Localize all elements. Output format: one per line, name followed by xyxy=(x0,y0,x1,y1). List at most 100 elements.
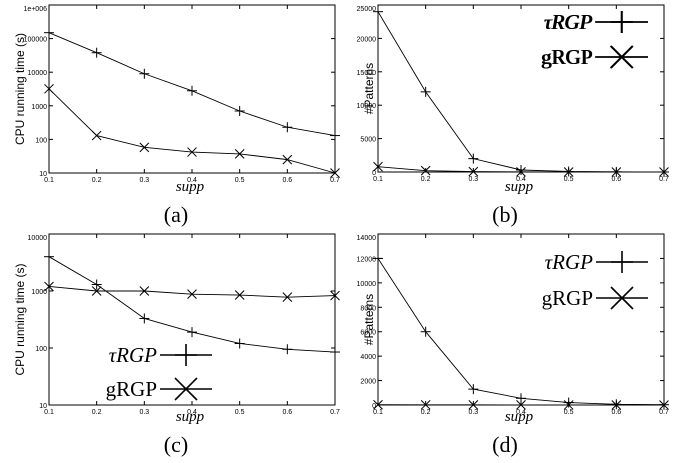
x-tick-label: 0.2 xyxy=(421,176,431,183)
y-tick-label: 100 xyxy=(35,137,47,144)
y-tick-label: 10000 xyxy=(28,235,48,242)
y-tick-label: 2000 xyxy=(360,379,376,386)
x-tick-label: 0.3 xyxy=(139,177,149,184)
y-tick-label: 10 xyxy=(39,171,47,178)
cross-marker-d2 xyxy=(420,165,431,176)
x-tick-label: 0.1 xyxy=(373,176,383,183)
plot-frame xyxy=(48,233,336,406)
x-tick-label: 0.4 xyxy=(516,176,526,183)
legend-label: gRGP xyxy=(541,45,592,69)
chart-panel-b: 0.1 0.2 0.3 0.4 0.5 0.6 0.7 0 5000 10000 15000 2000… xyxy=(357,4,669,227)
cross-marker-d2 xyxy=(373,161,383,172)
cross-marker-d2 xyxy=(91,286,102,296)
panel-caption: (c) xyxy=(164,432,188,457)
cross-marker-d2 xyxy=(139,286,150,296)
x-axis-label: supp xyxy=(505,409,534,425)
series-line-grgp xyxy=(48,286,336,298)
y-tick-label: 8000 xyxy=(360,305,376,312)
cross-marker-d2 xyxy=(282,292,293,303)
cross-marker-d2 xyxy=(44,281,54,292)
legend-label: τRGP xyxy=(544,10,593,34)
legend-label: gRGP xyxy=(106,377,157,401)
y-axis-label: #Patterns xyxy=(362,63,376,114)
x-tick-label: 0.6 xyxy=(611,176,621,183)
x-axis-label: supp xyxy=(176,179,205,195)
x-tick-label: 0.6 xyxy=(282,409,292,416)
x-tick-label: 0.7 xyxy=(659,409,669,416)
cross-marker-d2 xyxy=(234,290,245,300)
legend-label: gRGP xyxy=(542,45,593,69)
cross-marker-d2 xyxy=(282,154,293,165)
x-tick-label: 0.2 xyxy=(92,409,102,416)
y-tick-label: 15000 xyxy=(357,70,377,77)
plot-frame xyxy=(377,233,665,406)
cross-marker-d2 xyxy=(187,289,197,300)
chart-panel-d: 0.1 0.2 0.3 0.4 0.5 0.6 0.7 0 2000 4000 6000 8000 10… xyxy=(357,233,669,457)
chart-panel-c: 0.1 0.2 0.3 0.4 0.5 0.6 0.7 10 100 1000 10000 CPU r… xyxy=(13,233,340,457)
cross-marker-d2 xyxy=(516,400,526,410)
series-line-trgp xyxy=(48,32,336,137)
cross-marker-d2 xyxy=(373,399,383,410)
x-tick-label: 0.1 xyxy=(373,409,383,416)
cross-marker-d2 xyxy=(420,399,431,410)
cross-marker-d2 xyxy=(91,130,102,141)
y-axis-label: CPU running time (s) xyxy=(13,263,27,375)
x-tick-label: 0.2 xyxy=(421,409,431,416)
y-axis-label: #Patterns xyxy=(362,294,376,345)
y-tick-label: 10000 xyxy=(357,103,377,110)
x-tick-label: 0.7 xyxy=(659,176,669,183)
cross-marker-d2 xyxy=(563,167,574,177)
x-tick-label: 0.2 xyxy=(92,177,102,184)
legend-label: τRGP xyxy=(109,343,158,367)
y-tick-label: 5000 xyxy=(360,137,376,144)
legend-cross-marker-d2 xyxy=(610,286,634,310)
x-tick-label: 0.6 xyxy=(282,177,292,184)
x-tick-label: 0.5 xyxy=(235,177,245,184)
legend-cross-marker-d2 xyxy=(609,45,634,69)
x-tick-label: 0.3 xyxy=(139,409,149,416)
series-line-grgp xyxy=(48,88,336,174)
x-tick-label: 0.1 xyxy=(44,409,54,416)
y-tick-label: 4000 xyxy=(360,354,376,361)
y-tick-label: 12000 xyxy=(357,256,377,263)
y-tick-label: 25000 xyxy=(357,6,377,13)
cross-marker-d2 xyxy=(659,167,669,177)
x-axis-label: supp xyxy=(176,409,205,425)
x-tick-label: 0.7 xyxy=(330,177,340,184)
panel-caption: (b) xyxy=(492,202,518,227)
cross-marker-d2 xyxy=(611,167,622,177)
x-tick-label: 0.5 xyxy=(564,409,574,416)
cross-marker-d2 xyxy=(516,167,526,177)
y-tick-label: 1000 xyxy=(31,104,47,111)
y-tick-label: 100 xyxy=(35,346,47,353)
cross-marker-d2 xyxy=(611,400,622,410)
y-tick-label: 6000 xyxy=(360,330,376,337)
cross-marker-d2 xyxy=(330,168,340,178)
y-tick-label: 1e+006 xyxy=(23,6,47,13)
y-tick-label: 14000 xyxy=(357,235,377,242)
legend-label: gRGP xyxy=(542,286,593,310)
legend-label: τRGP xyxy=(545,250,594,274)
cross-marker-d2 xyxy=(659,400,669,410)
y-tick-label: 0 xyxy=(372,170,376,177)
x-tick-label: 0.5 xyxy=(564,176,574,183)
cross-marker-d2 xyxy=(187,147,197,157)
cross-marker-d2 xyxy=(563,400,574,410)
x-tick-label: 0.4 xyxy=(516,409,526,416)
cross-marker-d2 xyxy=(44,83,54,94)
x-tick-label: 0.3 xyxy=(468,176,478,183)
y-tick-label: 100000 xyxy=(24,37,47,44)
legend-label: τRGP xyxy=(545,10,594,34)
panel-caption: (a) xyxy=(164,202,188,227)
series-line-trgp xyxy=(48,256,336,353)
cross-marker-d2 xyxy=(468,166,479,177)
cross-marker-d2 xyxy=(139,142,150,153)
y-tick-label: 1000 xyxy=(31,289,47,296)
cross-marker-d2 xyxy=(468,400,479,410)
chart-panel-a: 0.1 0.2 0.3 0.4 0.5 0.6 0.7 10 100 1000 10000 10000… xyxy=(13,4,648,227)
x-tick-label: 0.7 xyxy=(330,409,340,416)
y-tick-label: 0 xyxy=(372,403,376,410)
x-axis-label: supp xyxy=(505,179,534,195)
panel-caption: (d) xyxy=(492,432,518,457)
